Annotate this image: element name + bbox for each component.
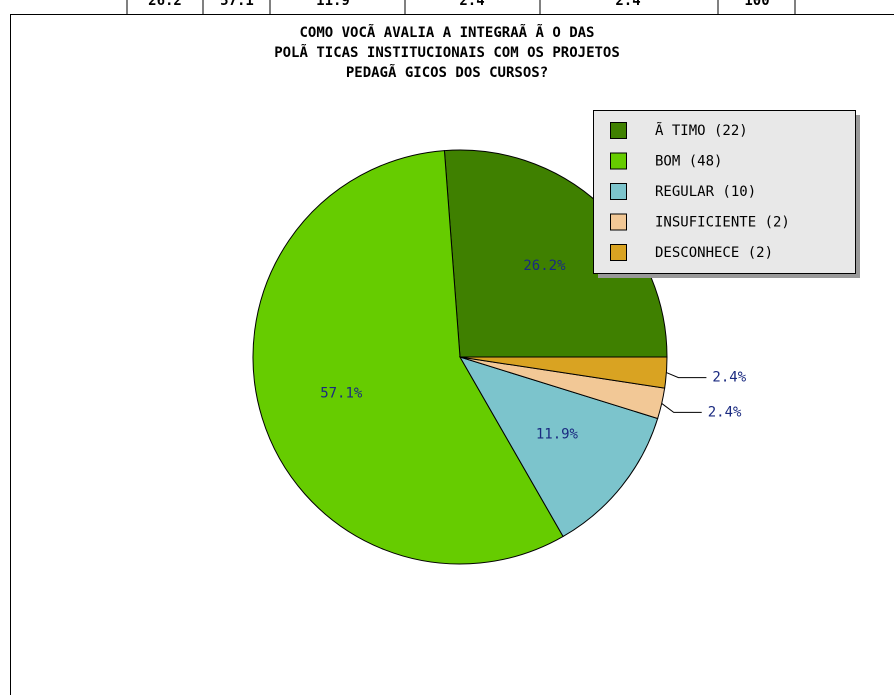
- legend-label: Ã TIMO (22): [655, 122, 748, 139]
- table-cell: 100: [744, 0, 769, 9]
- table-cell: 57.1: [220, 0, 254, 9]
- legend-swatch: [611, 153, 627, 169]
- data-label: 57.1%: [320, 386, 363, 402]
- data-label: 2.4%: [708, 404, 742, 420]
- table-cell: 2.4: [459, 0, 484, 9]
- data-label: 2.4%: [712, 370, 746, 386]
- chart-title: PEDAGÃ GICOS DOS CURSOS?: [346, 64, 548, 81]
- legend-label: BOM (48): [655, 154, 722, 170]
- legend-label: DESCONHECE (2): [655, 245, 773, 261]
- data-label: 26.2%: [523, 258, 566, 274]
- data-label: 11.9%: [536, 427, 579, 443]
- legend-swatch: [611, 123, 627, 139]
- table-cell: 2.4: [615, 0, 640, 9]
- legend-swatch: [611, 184, 627, 200]
- legend-swatch: [611, 245, 627, 261]
- legend-label: REGULAR (10): [655, 184, 756, 200]
- table-cell: 11.9: [316, 0, 350, 9]
- legend-swatch: [611, 214, 627, 230]
- legend-label: INSUFICIENTE (2): [655, 215, 790, 231]
- chart-title: COMO VOCÃ AVALIA A INTEGRAÃ Ã O DAS: [299, 24, 594, 41]
- table-cell: 26.2: [148, 0, 182, 9]
- chart-title: POLÃ TICAS INSTITUCIONAIS COM OS PROJETO…: [274, 44, 620, 61]
